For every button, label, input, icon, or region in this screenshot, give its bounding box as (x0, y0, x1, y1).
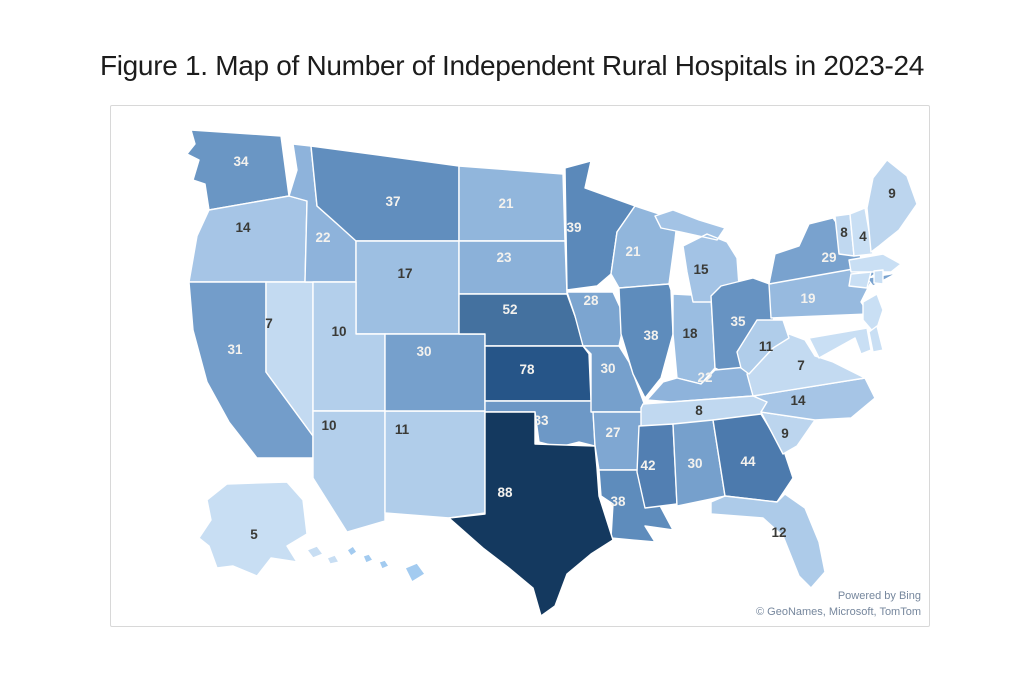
state-shape-nh[interactable] (849, 207, 874, 257)
state-shape-nj[interactable] (862, 293, 884, 335)
state-shape-ak[interactable] (198, 481, 340, 577)
state-ks: 78 (484, 345, 592, 402)
state-shape-ma[interactable] (848, 253, 902, 273)
state-shape-ms[interactable] (636, 423, 678, 509)
state-ri (873, 269, 884, 285)
state-shape-ct[interactable] (848, 271, 872, 289)
state-hi (346, 545, 426, 583)
state-shape-nm[interactable] (384, 410, 486, 519)
state-shape-md[interactable] (808, 327, 872, 359)
state-de (868, 325, 884, 353)
state-shape-tx[interactable] (448, 411, 614, 617)
state-shape-wa[interactable] (186, 129, 290, 211)
state-co: 30 (384, 333, 486, 412)
state-shape-il[interactable] (618, 283, 674, 399)
figure-title: Figure 1. Map of Number of Independent R… (99, 50, 925, 81)
state-me: 9 (866, 159, 918, 253)
state-shape-co[interactable] (384, 333, 486, 412)
state-wy: 17 (355, 240, 460, 335)
powered-by-bing-label: Powered by Bing (837, 590, 921, 602)
state-shape-nd[interactable] (458, 165, 566, 242)
map-attribution: Powered by Bing © GeoNames, Microsoft, T… (756, 588, 921, 620)
state-ms: 42 (636, 423, 678, 509)
state-shape-wy[interactable] (355, 240, 460, 335)
state-shape-or[interactable] (188, 195, 308, 283)
state-shape-me[interactable] (866, 159, 918, 253)
state-shape-sd[interactable] (458, 240, 568, 295)
state-shape-az[interactable] (312, 410, 386, 533)
state-shape-ri[interactable] (873, 269, 884, 285)
state-nm: 11 (384, 410, 486, 519)
state-ct (848, 271, 872, 289)
state-shape-in[interactable] (672, 293, 716, 385)
state-in: 18 (672, 293, 716, 385)
state-ma (848, 253, 902, 273)
state-shape-nc[interactable] (752, 377, 876, 421)
state-az: 10 (312, 410, 386, 533)
state-nd: 21 (458, 165, 566, 242)
state-or: 14 (188, 195, 308, 283)
map-copyright-label: © GeoNames, Microsoft, TomTom (756, 606, 921, 618)
map-panel: 34 14 31 7 22 37 17 10 10 11 30 21 23 52 78 33 39 28 30 27 3… (110, 105, 930, 627)
state-shape-hi[interactable] (346, 545, 426, 583)
state-shape-de[interactable] (868, 325, 884, 353)
state-shape-fl[interactable] (710, 493, 826, 589)
state-ak: 5 (198, 481, 340, 577)
state-shape-ks[interactable] (484, 345, 592, 402)
state-sd: 23 (458, 240, 568, 295)
state-md (808, 327, 872, 359)
state-nj (862, 293, 884, 335)
state-fl: 12 (710, 493, 826, 589)
state-shape-wv[interactable] (736, 319, 790, 375)
